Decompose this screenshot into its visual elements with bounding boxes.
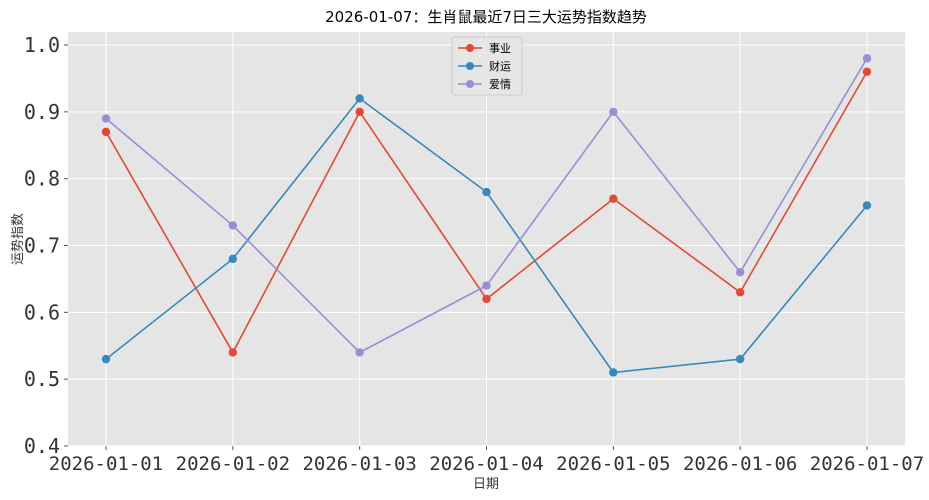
data-point xyxy=(228,221,238,230)
data-point xyxy=(228,348,238,357)
y-tick-label: 0.4 xyxy=(24,434,60,458)
x-tick-label: 2026-01-01 xyxy=(49,453,163,475)
data-point xyxy=(735,288,745,297)
data-point xyxy=(609,368,618,377)
data-point xyxy=(101,354,111,364)
data-point xyxy=(482,294,491,304)
y-tick-label: 0.7 xyxy=(24,234,60,258)
y-tick-label: 0.9 xyxy=(24,100,60,124)
legend-marker xyxy=(466,62,474,70)
x-tick-label: 2026-01-03 xyxy=(302,453,416,475)
x-tick-label: 2026-01-05 xyxy=(556,453,670,475)
series-layer xyxy=(101,54,872,377)
data-point xyxy=(355,107,364,117)
x-tick-label: 2026-01-06 xyxy=(683,453,797,475)
x-tick-label: 2026-01-07 xyxy=(810,453,924,475)
data-point xyxy=(101,114,111,123)
data-point xyxy=(609,194,618,203)
data-point xyxy=(228,254,238,264)
chart-title: 2026-01-07：生肖鼠最近7日三大运势指数趋势 xyxy=(325,8,647,26)
y-axis-label: 运势指数 xyxy=(10,213,26,265)
legend-label: 事业 xyxy=(489,42,511,55)
data-point xyxy=(862,67,872,76)
y-tick-label: 0.5 xyxy=(24,367,60,391)
data-point xyxy=(735,268,745,277)
data-point xyxy=(482,187,491,197)
y-tick-label: 1.0 xyxy=(24,33,60,57)
data-point xyxy=(735,354,745,364)
y-tick-label: 0.6 xyxy=(24,300,60,324)
data-point xyxy=(355,348,364,357)
x-tick-label: 2026-01-02 xyxy=(176,453,290,475)
data-point xyxy=(355,94,364,103)
axis-ticks: 0.4 0.5 0.6 0.7 0.8 0.9 1.0 2026-01-01 2026-01-0… xyxy=(24,33,924,475)
data-point xyxy=(862,201,872,210)
legend-marker xyxy=(466,80,474,88)
data-point xyxy=(862,54,872,63)
legend-marker xyxy=(466,44,474,52)
legend-label: 爱情 xyxy=(489,78,511,91)
legend-label: 财运 xyxy=(489,59,511,73)
series-财运 xyxy=(101,94,872,377)
series-爱情 xyxy=(101,54,872,357)
x-tick-label: 2026-01-04 xyxy=(429,453,543,475)
x-axis-label: 日期 xyxy=(473,477,499,492)
y-tick-label: 0.8 xyxy=(24,167,60,191)
data-point xyxy=(482,281,491,290)
data-point xyxy=(609,107,618,117)
data-point xyxy=(101,127,111,137)
series-事业 xyxy=(101,67,872,357)
